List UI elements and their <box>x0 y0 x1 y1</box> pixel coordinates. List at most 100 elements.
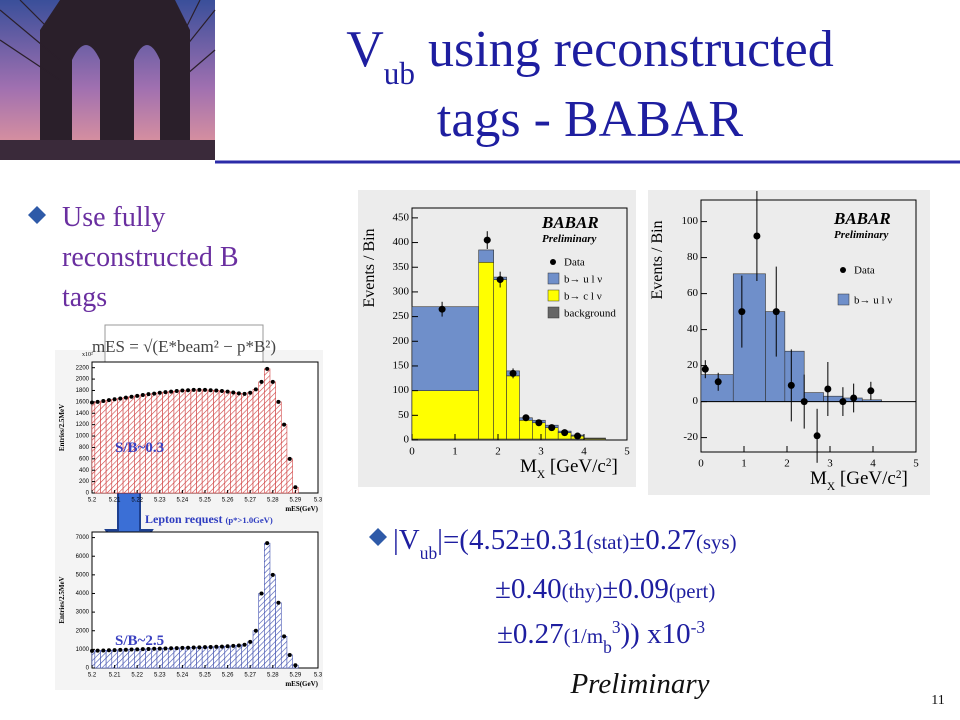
result-line: |Vub|=(4.52±0.31(stat)±0.27(sys) <box>393 524 737 563</box>
text-run: |V <box>393 524 420 556</box>
hist-bin <box>94 401 101 494</box>
hist-bin <box>247 641 254 669</box>
data-point <box>152 646 157 651</box>
data-point <box>208 644 213 649</box>
data-point <box>867 387 875 395</box>
hist-bin <box>213 390 220 494</box>
text-run: (pert) <box>669 579 715 603</box>
logo: BABAR <box>833 209 891 228</box>
arrow-label: Lepton request (p*>1.0GeV) <box>145 512 273 526</box>
legend-label: background <box>564 308 616 320</box>
hist-bin <box>173 390 180 494</box>
data-point <box>112 648 117 653</box>
bullet-icon <box>28 206 46 224</box>
y-tick-label: 400 <box>79 468 90 474</box>
text-run: (thy) <box>562 579 603 603</box>
hist-bin <box>230 645 237 669</box>
hist-bin <box>122 649 130 669</box>
data-point <box>714 378 722 386</box>
data-point <box>186 388 191 393</box>
legend-swatch <box>547 289 560 302</box>
x-tick-label: 4 <box>870 458 876 470</box>
data-point <box>248 390 253 395</box>
x-tick-label: 5.3 <box>314 498 323 504</box>
text-run: ub <box>384 56 415 91</box>
y-tick-label: 3000 <box>76 610 90 616</box>
y-axis-label: Entries/2.5MeV <box>58 576 66 623</box>
data-point <box>180 388 185 393</box>
hist-bin <box>105 399 113 494</box>
data-point <box>253 387 258 392</box>
x-tick-label: 5.29 <box>290 673 302 679</box>
data-point <box>248 639 253 644</box>
x-axis-label: mES(GeV) <box>285 680 318 688</box>
hist-bin <box>247 392 254 494</box>
data-point <box>522 414 530 422</box>
data-point <box>174 646 179 651</box>
logo-note: Preliminary <box>542 233 597 245</box>
data-point <box>163 646 168 651</box>
data-point <box>219 644 224 649</box>
text-run: [GeV/c <box>545 456 606 477</box>
hist-bin <box>269 574 276 669</box>
data-point <box>738 308 746 316</box>
x-tick-label: 5.28 <box>267 498 279 504</box>
x-tick-label: 5.28 <box>267 673 279 679</box>
hist-segment <box>506 375 520 440</box>
hist-bin <box>105 650 113 669</box>
y-tick-label: 6000 <box>76 554 90 560</box>
y-tick-label: 400 <box>393 236 410 248</box>
data-point <box>112 397 117 402</box>
text-run: ±0.09 <box>602 573 669 605</box>
hist-bin <box>258 381 265 494</box>
data-point <box>265 541 270 546</box>
hist-bin <box>201 646 209 669</box>
data-point <box>152 391 157 396</box>
x-tick-label: 5.25 <box>199 673 211 679</box>
data-point <box>169 389 174 394</box>
hist-bin <box>167 647 175 669</box>
data-point <box>203 645 207 650</box>
hist-bin <box>196 389 203 494</box>
data-point <box>561 429 569 437</box>
hist-bin <box>235 645 243 669</box>
hist-segment <box>732 273 766 402</box>
hist-bin <box>252 630 259 669</box>
hist-bin <box>241 644 248 669</box>
x-tick-label: 5.21 <box>109 498 121 504</box>
data-point <box>135 393 140 398</box>
hist-bin <box>235 393 243 494</box>
hist-bin <box>100 650 107 669</box>
data-point <box>282 422 287 427</box>
x-tick-label: 2 <box>495 446 501 458</box>
y-tick-label: 450 <box>393 211 410 223</box>
y-tick-label: 2000 <box>76 628 90 634</box>
data-point <box>197 387 202 392</box>
hist-bin <box>201 389 209 494</box>
data-point <box>276 600 281 605</box>
hist-bin <box>190 389 197 494</box>
data-point <box>753 232 761 240</box>
x-tick-label: 5.22 <box>131 498 143 504</box>
result-line: ±0.27(1/mb3)) x10-3 <box>497 617 705 657</box>
text-run: ] <box>902 468 908 489</box>
x-tick-label: 5 <box>913 458 919 470</box>
hist-bin <box>218 390 226 494</box>
x-tick-label: 5.27 <box>244 673 256 679</box>
data-point <box>95 399 100 404</box>
hist-bin <box>269 381 276 494</box>
legend-marker <box>840 267 846 273</box>
hist-bin <box>252 389 259 494</box>
text-run: )) x10 <box>621 618 691 650</box>
data-point <box>800 398 808 406</box>
hist-bin <box>230 392 237 494</box>
y-tick-label: 300 <box>393 285 410 297</box>
x-tick-label: 2 <box>784 458 790 470</box>
legend-swatch <box>837 293 850 306</box>
text-run: ±0.40 <box>495 573 562 605</box>
data-point <box>118 647 123 652</box>
x-tick-label: 5.22 <box>131 673 143 679</box>
legend-label: b→ c l ν <box>564 291 602 303</box>
hist-bin <box>224 645 231 669</box>
